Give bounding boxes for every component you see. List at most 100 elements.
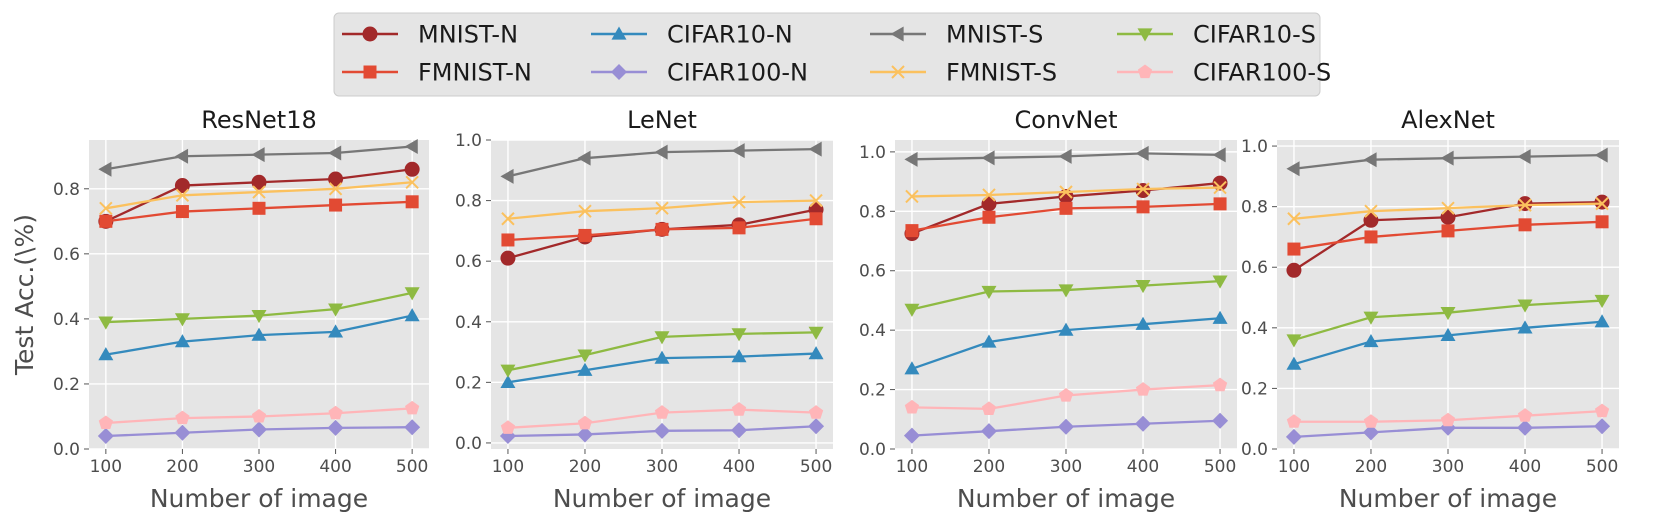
y-tick-label: 0.0 <box>455 434 482 454</box>
series-cifar100-s <box>1286 403 1610 428</box>
data-point <box>251 174 267 190</box>
data-point <box>654 331 670 345</box>
data-point <box>904 303 920 317</box>
data-point <box>1362 424 1379 441</box>
data-point <box>1517 320 1533 334</box>
data-point <box>328 182 343 196</box>
data-point <box>328 324 344 338</box>
data-point <box>905 189 919 204</box>
data-point <box>1440 307 1456 321</box>
data-point <box>1594 147 1608 163</box>
y-tick-label: 0.8 <box>859 202 886 222</box>
data-point <box>175 205 189 219</box>
series-mnist-s <box>904 145 1226 167</box>
series-mnist-s <box>500 141 822 184</box>
x-tick-label: 500 <box>800 457 832 477</box>
series-fmnist-n <box>99 195 419 228</box>
x-tick-label: 300 <box>243 457 275 477</box>
legend-label: CIFAR100-S <box>1193 59 1331 87</box>
data-point <box>981 401 997 415</box>
data-point <box>1213 180 1227 195</box>
data-point <box>1363 152 1377 168</box>
legend-item-cifar10-s: CIFAR10-S <box>1117 21 1316 49</box>
data-point <box>404 287 420 301</box>
data-point <box>808 405 824 419</box>
data-point <box>1285 428 1302 445</box>
data-point <box>1286 161 1300 177</box>
panel-resnet18: 100 200 300 400 500 0.0 0.2 0.4 0.6 0.8 ResNet18 Nu… <box>10 106 429 513</box>
y-tick-label: 0.2 <box>859 381 886 401</box>
y-tick-label: 0.0 <box>53 440 80 460</box>
data-point <box>1595 215 1609 229</box>
data-point <box>1287 212 1301 226</box>
data-point <box>251 310 267 324</box>
legend-marker <box>891 65 905 79</box>
y-tick-label: 1.0 <box>455 131 482 151</box>
data-point <box>654 422 670 439</box>
panel-convnet: 100 200 300 400 500 0.0 0.2 0.4 0.6 0.8 1.0 ConvNet… <box>859 106 1237 513</box>
legend-marker <box>362 26 378 42</box>
data-point <box>1517 149 1531 165</box>
y-tick-label: 0.4 <box>53 310 80 330</box>
y-tick-label: 0.2 <box>1241 379 1268 399</box>
panel-title: LeNet <box>627 106 697 134</box>
data-point <box>982 188 996 202</box>
x-tick-label: 400 <box>723 457 755 477</box>
series-fmnist-s <box>905 180 1227 204</box>
data-point <box>1518 218 1532 232</box>
panel-title: AlexNet <box>1401 106 1495 134</box>
x-tick-label: 100 <box>492 457 524 477</box>
data-point <box>809 193 823 208</box>
data-point <box>654 350 670 364</box>
data-point <box>655 222 669 236</box>
data-point <box>731 422 748 439</box>
data-point <box>981 285 997 300</box>
data-point <box>1059 185 1073 199</box>
x-tick-label: 500 <box>1586 457 1618 477</box>
x-tick-label: 500 <box>1204 457 1236 477</box>
x-tick-label: 400 <box>319 457 351 477</box>
y-tick-label: 0.4 <box>1241 319 1268 339</box>
data-point <box>809 212 823 226</box>
data-point <box>732 195 746 209</box>
data-point <box>577 349 593 363</box>
data-point <box>328 303 344 317</box>
data-point <box>980 423 997 440</box>
data-point <box>808 346 824 360</box>
legend-marker <box>1137 64 1153 79</box>
legend-item-cifar10-n: CIFAR10-N <box>591 21 793 49</box>
data-point <box>808 326 824 340</box>
legend-label: CIFAR10-N <box>667 21 793 49</box>
data-point <box>329 198 343 212</box>
legend-label: CIFAR100-N <box>667 59 808 87</box>
legend-label: FMNIST-N <box>418 59 532 87</box>
data-point <box>174 148 189 164</box>
legend-marker <box>1137 28 1153 42</box>
data-point <box>1212 147 1226 163</box>
data-point <box>404 139 418 155</box>
data-point <box>174 334 190 348</box>
data-point <box>1135 183 1151 199</box>
y-tick-label: 0.8 <box>53 180 80 200</box>
series-mnist-n <box>1286 194 1610 278</box>
data-point <box>732 221 746 235</box>
legend-label: CIFAR10-S <box>1193 21 1316 49</box>
data-point <box>98 161 112 177</box>
x-axis-label: Number of image <box>957 484 1175 513</box>
data-point <box>405 400 420 415</box>
panels: 100 200 300 400 5000.00.20.40.60.8ResNet18Nu… <box>10 106 1619 513</box>
panel-title: ResNet18 <box>201 106 317 134</box>
data-point <box>1363 212 1379 228</box>
data-point <box>174 313 190 327</box>
data-point <box>328 171 344 187</box>
data-point <box>175 410 190 425</box>
series-cifar100-s <box>500 402 824 434</box>
data-point <box>1594 194 1610 210</box>
x-tick-label: 100 <box>1278 457 1310 477</box>
y-tick-label: 0.6 <box>53 245 80 265</box>
legend-item-cifar100-n: CIFAR100-N <box>591 59 808 87</box>
data-point <box>1518 198 1532 212</box>
data-point <box>1135 382 1151 396</box>
data-point <box>251 421 267 438</box>
